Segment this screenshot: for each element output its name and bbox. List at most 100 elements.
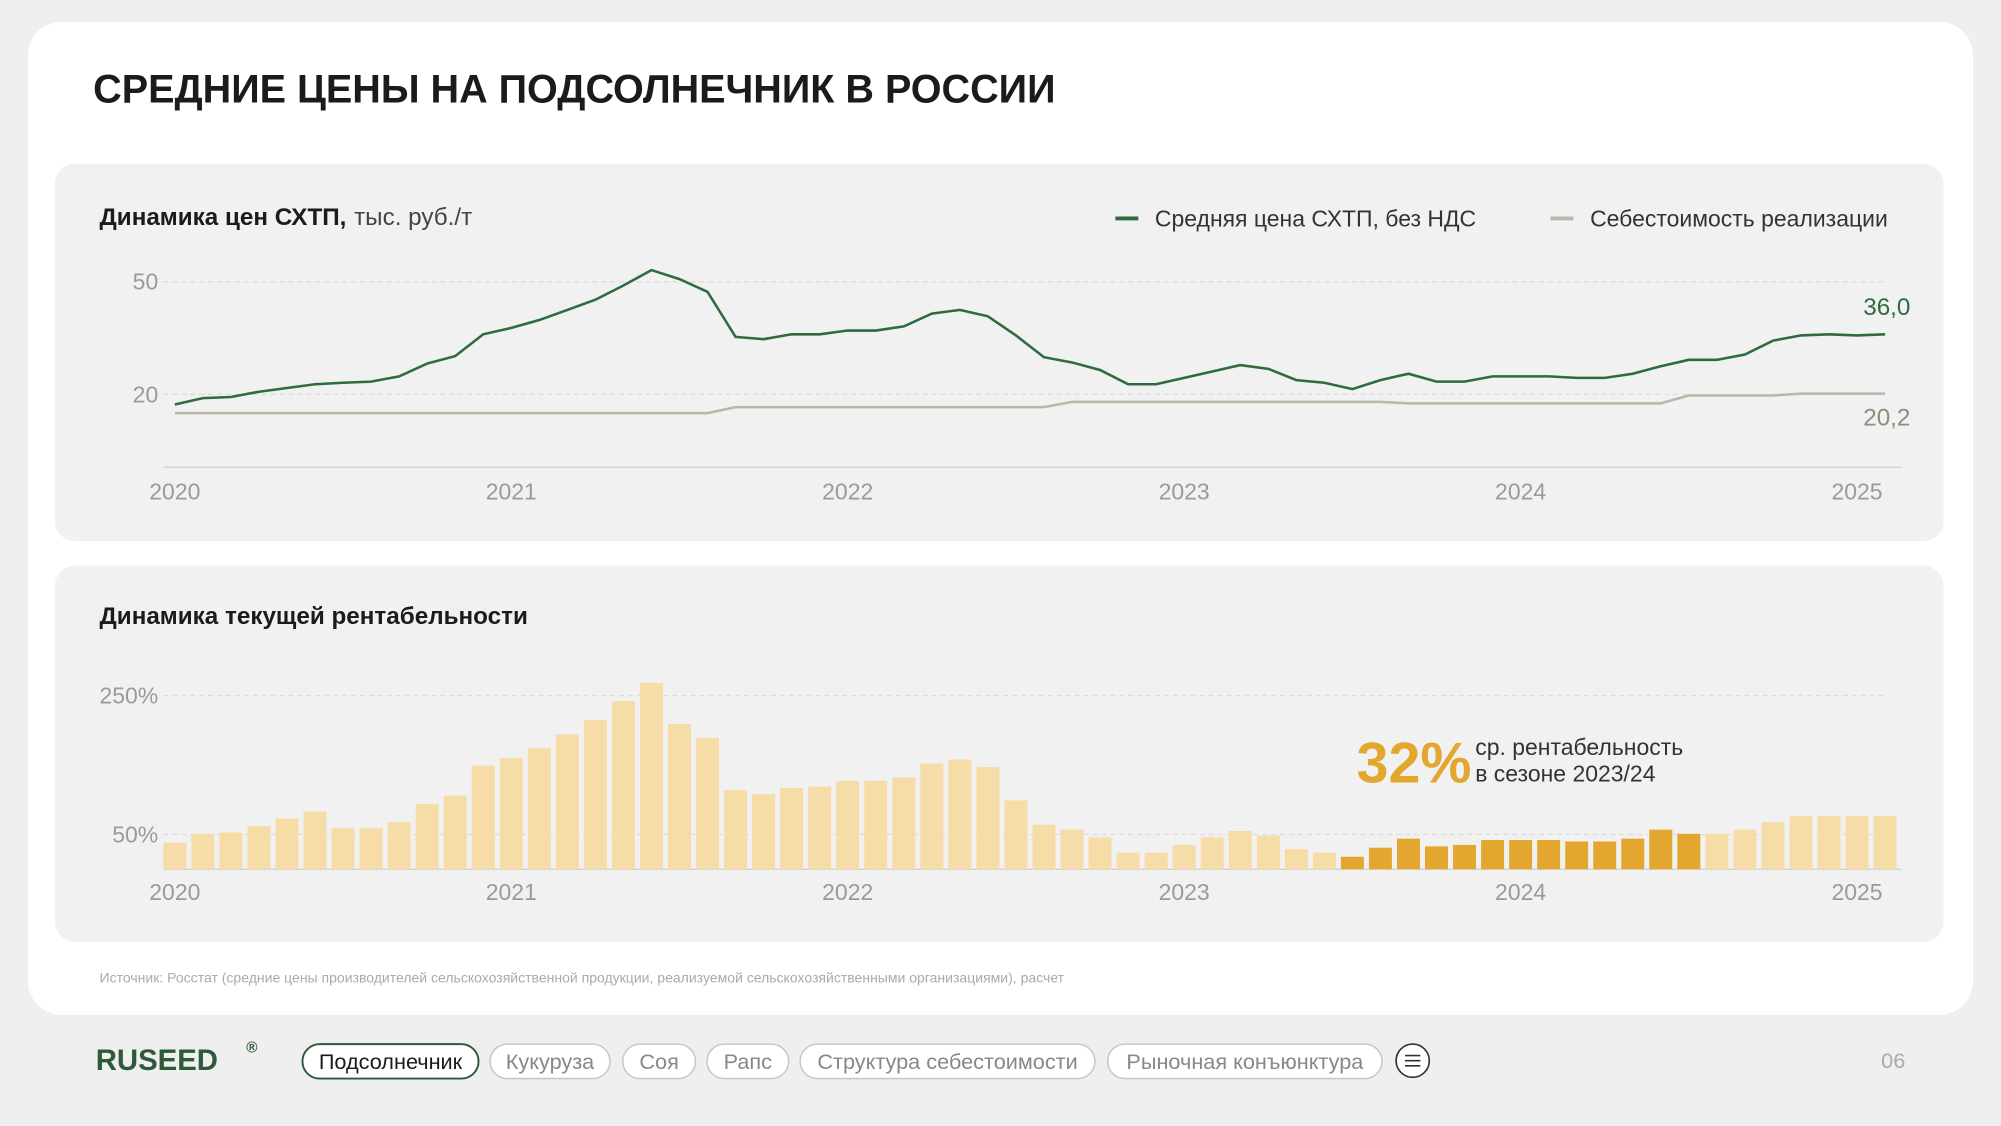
bar [752, 794, 776, 870]
end-label: 20,2 [1863, 404, 1910, 431]
bar [1817, 815, 1841, 870]
nav-tab[interactable] [799, 1043, 1096, 1080]
page-title: СРЕДНИЕ ЦЕНЫ НА ПОДСОЛНЕЧНИК В РОССИИ [93, 68, 1055, 112]
page-number: 06 [1881, 1048, 1905, 1073]
nav-tab-label[interactable]: Подсолнечник [319, 1049, 463, 1074]
bar [1509, 840, 1533, 870]
bar [1537, 840, 1561, 870]
bar [836, 780, 860, 870]
nav-tab-label[interactable]: Рапс [724, 1049, 773, 1074]
x-tick-label: 2022 [822, 479, 873, 505]
x-tick-label: 2025 [1831, 879, 1882, 905]
bar [583, 719, 607, 870]
bar [892, 777, 916, 870]
bar [1144, 852, 1168, 870]
chart-title-text: Динамика цен СХТП, [100, 204, 347, 231]
bar [1453, 844, 1477, 870]
y-tick-label: 50% [112, 822, 158, 848]
x-tick-label: 2023 [1159, 479, 1210, 505]
chart-unit: тыс. руб./т [354, 204, 472, 231]
bar [1396, 838, 1420, 870]
bar [1060, 829, 1084, 870]
annotation-text: ср. рентабельность [1475, 734, 1683, 760]
nav-tab[interactable] [301, 1043, 480, 1080]
bar [864, 780, 888, 870]
x-tick-label: 2025 [1831, 479, 1882, 505]
bar [1565, 841, 1589, 870]
bar [1032, 824, 1056, 870]
annotation-value: 32% [1357, 731, 1472, 795]
bar [1088, 837, 1112, 870]
x-tick-label: 2024 [1495, 479, 1546, 505]
bar [1481, 840, 1505, 870]
bar [780, 787, 804, 870]
bar [1705, 833, 1729, 870]
bar [1004, 800, 1028, 870]
nav-tab[interactable] [1106, 1043, 1383, 1080]
bar [1733, 829, 1757, 870]
bar [1677, 833, 1701, 870]
bar [1200, 837, 1224, 870]
bar [1340, 856, 1364, 870]
y-tick-label: 20 [133, 381, 159, 407]
bar [1621, 838, 1645, 870]
nav-tab-label[interactable]: Структура себестоимости [817, 1049, 1077, 1074]
x-tick-label: 2022 [822, 879, 873, 905]
menu-icon [1405, 1054, 1421, 1067]
legend-label: Себестоимость реализации [1590, 205, 1888, 231]
bar [471, 765, 495, 870]
y-tick-label: 250% [99, 682, 158, 708]
source-note: Источник: Росстат (средние цены производ… [100, 970, 1065, 986]
bar [1284, 849, 1308, 870]
line-series [174, 392, 1886, 415]
bar [1116, 852, 1140, 870]
bar [555, 734, 579, 870]
x-tick-label: 2021 [486, 879, 537, 905]
bar [724, 790, 748, 870]
nav-tab-label[interactable]: Соя [639, 1049, 678, 1074]
nav-tab[interactable] [489, 1043, 611, 1080]
logo-mark: ® [246, 1039, 258, 1056]
nav-tab-label[interactable]: Кукуруза [506, 1049, 595, 1074]
y-tick-label: 50 [133, 269, 159, 295]
bar [163, 842, 187, 870]
chart-title: Динамика цен СХТП, тыс. руб./т [100, 204, 473, 231]
bar [639, 682, 663, 870]
bar [527, 748, 551, 870]
nav-tab[interactable] [706, 1043, 790, 1080]
bar [1172, 844, 1196, 870]
x-tick-label: 2020 [149, 879, 200, 905]
bar [1649, 829, 1673, 870]
bar [1368, 847, 1392, 870]
bar [275, 818, 299, 870]
nav-tab-label[interactable]: Рыночная конъюнктура [1126, 1049, 1364, 1074]
bar [499, 758, 523, 870]
bar [696, 737, 720, 870]
bar [1593, 841, 1617, 870]
end-label: 36,0 [1863, 294, 1910, 321]
bar [219, 832, 243, 870]
bar [1228, 831, 1252, 870]
bar [303, 811, 327, 870]
x-tick-label: 2024 [1495, 879, 1546, 905]
bar [359, 828, 383, 870]
bar [443, 795, 467, 870]
annotation-text: в сезоне 2023/24 [1475, 761, 1655, 787]
bar [976, 767, 1000, 870]
bar [191, 833, 215, 870]
bar [1312, 852, 1336, 870]
chart-title: Динамика текущей рентабельности [100, 603, 528, 630]
x-tick-label: 2020 [149, 479, 200, 505]
nav-tab[interactable] [621, 1043, 697, 1080]
x-tick-label: 2023 [1159, 879, 1210, 905]
bar [331, 828, 355, 870]
bar [1425, 846, 1448, 870]
panel [54, 163, 1944, 542]
x-tick-label: 2021 [486, 479, 537, 505]
bar [387, 821, 411, 870]
line-series [174, 268, 1886, 406]
bar [1789, 815, 1813, 870]
bar [1256, 835, 1280, 870]
